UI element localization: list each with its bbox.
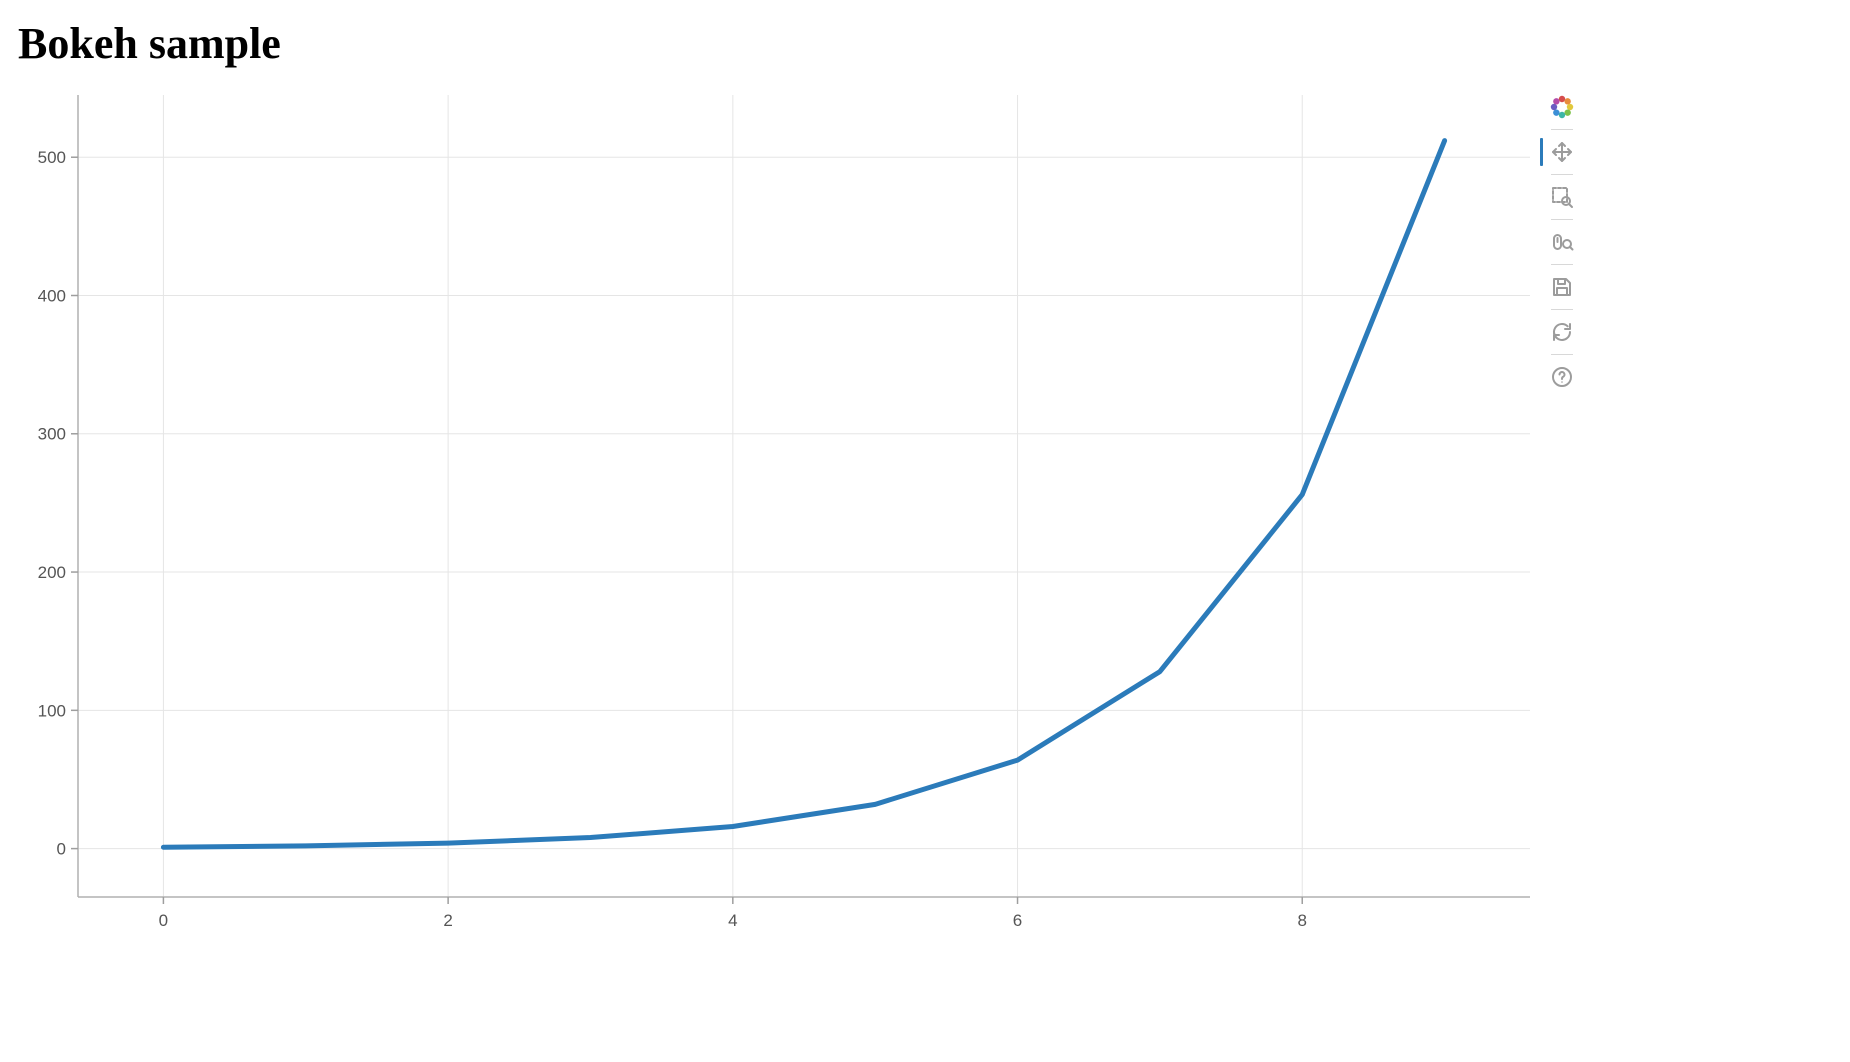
y-tick-label: 200 (38, 563, 66, 582)
toolbar-separator (1551, 309, 1573, 310)
y-tick-label: 100 (38, 701, 66, 720)
x-tick-label: 6 (1013, 911, 1022, 930)
line-chart[interactable]: 0 2 4 6 8 0 100 200 300 400 500 (18, 87, 1538, 937)
x-tick-label: 2 (443, 911, 452, 930)
toolbar-separator (1551, 219, 1573, 220)
pan-tool-button[interactable] (1544, 134, 1580, 170)
save-tool-button[interactable] (1544, 269, 1580, 305)
y-tick-label: 0 (57, 840, 66, 859)
toolbar-separator (1551, 354, 1573, 355)
content-row: 0 2 4 6 8 0 100 200 300 400 500 (18, 87, 1850, 941)
box-zoom-tool-button[interactable] (1544, 179, 1580, 215)
x-tick-label: 8 (1298, 911, 1307, 930)
x-tick-label: 0 (159, 911, 168, 930)
reset-tool-button[interactable] (1544, 314, 1580, 350)
bokeh-toolbar (1544, 87, 1580, 395)
wheel-zoom-tool-button[interactable] (1544, 224, 1580, 260)
page-title: Bokeh sample (18, 18, 1850, 69)
toolbar-separator (1551, 174, 1573, 175)
toolbar-separator (1551, 129, 1573, 130)
x-tick-label: 4 (728, 911, 737, 930)
y-tick-label: 400 (38, 286, 66, 305)
y-tick-label: 500 (38, 148, 66, 167)
y-tick-label: 300 (38, 425, 66, 444)
bokeh-logo-icon[interactable] (1544, 89, 1580, 125)
toolbar-separator (1551, 264, 1573, 265)
chart-container[interactable]: 0 2 4 6 8 0 100 200 300 400 500 (18, 87, 1538, 941)
help-tool-button[interactable] (1544, 359, 1580, 395)
